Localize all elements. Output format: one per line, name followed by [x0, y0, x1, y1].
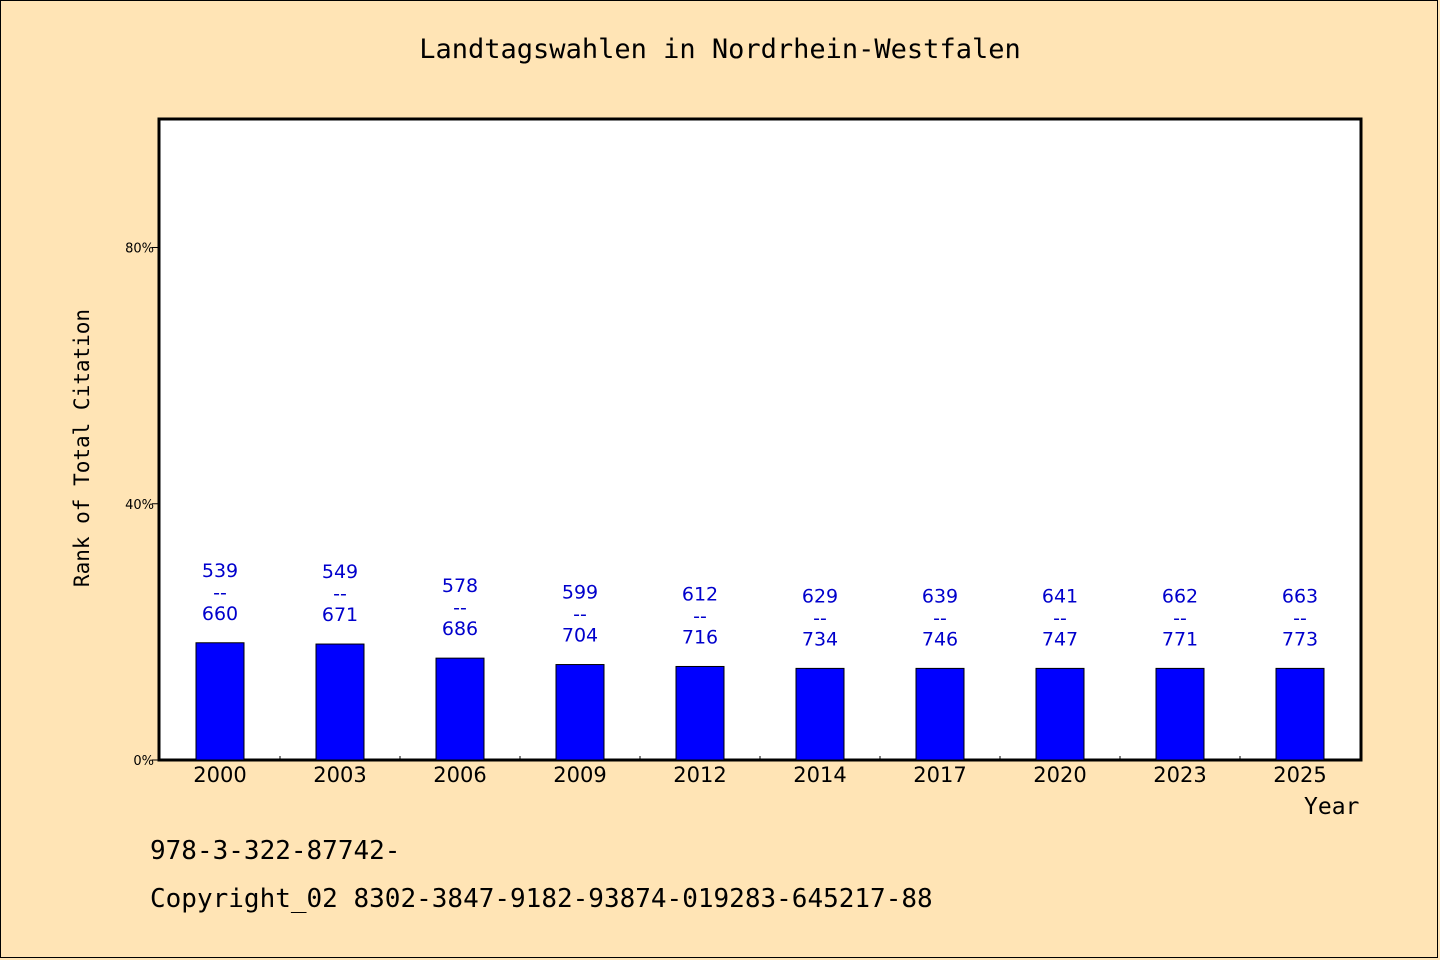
data-label-top: 662	[1162, 585, 1198, 607]
data-label-bottom: 704	[562, 625, 598, 647]
data-label-separator: --	[573, 604, 587, 626]
data-label-bottom: 660	[202, 603, 238, 625]
bars	[195, 642, 1325, 761]
data-label-top: 663	[1282, 585, 1318, 607]
x-tick-label: 2020	[1033, 763, 1086, 787]
y-tick-label: 0%	[133, 754, 154, 769]
y-tick-label: 80%	[125, 242, 154, 257]
data-label-top: 578	[442, 575, 478, 597]
data-label-separator: --	[693, 605, 707, 627]
bar	[675, 665, 725, 761]
x-tick-label: 2017	[913, 763, 966, 787]
data-label-bottom: 686	[442, 618, 478, 640]
data-label-top: 612	[682, 583, 718, 605]
data-label-bottom: 716	[682, 626, 718, 648]
isbn-text: 978-3-322-87742-	[150, 836, 401, 866]
bar	[315, 643, 365, 761]
bar	[1035, 667, 1085, 761]
bar	[1155, 667, 1205, 761]
data-label-separator: --	[213, 582, 227, 604]
data-label-bottom: 671	[322, 604, 358, 626]
data-label-top: 629	[802, 585, 838, 607]
data-label-top: 639	[922, 585, 958, 607]
x-axis-label: Year	[1304, 794, 1360, 820]
data-labels: 539--660549--671578--686599--704612--716…	[202, 560, 1318, 651]
data-label-separator: --	[933, 607, 947, 629]
data-label-top: 549	[322, 561, 358, 583]
x-tick-label: 2012	[673, 763, 726, 787]
data-label-separator: --	[813, 607, 827, 629]
x-tick-label: 2025	[1273, 763, 1326, 787]
bar	[795, 667, 845, 761]
data-label-bottom: 734	[802, 628, 838, 650]
data-label-separator: --	[1293, 607, 1307, 629]
bar	[195, 642, 245, 761]
x-axis-ticks: 2000 2003 2006 2009 2012 2014 2017 2020 2023 2025	[193, 756, 1327, 787]
bar	[555, 664, 605, 761]
chart-title: Landtagswahlen in Nordrhein-Westfalen	[419, 34, 1021, 65]
data-label-bottom: 773	[1282, 628, 1318, 650]
copyright-text: Copyright_02 8302-3847-9182-93874-019283…	[150, 884, 933, 914]
y-axis-ticks: 0% 40% 80%	[125, 242, 160, 769]
data-label-separator: --	[453, 597, 467, 619]
x-tick-label: 2009	[553, 763, 606, 787]
data-label-bottom: 747	[1042, 628, 1078, 650]
data-label-separator: --	[333, 583, 347, 605]
x-tick-label: 2000	[193, 763, 246, 787]
data-label-top: 641	[1042, 585, 1078, 607]
x-tick-label: 2006	[433, 763, 486, 787]
data-label-bottom: 771	[1162, 628, 1198, 650]
data-label-top: 599	[562, 582, 598, 604]
x-tick-label: 2003	[313, 763, 366, 787]
bar	[915, 667, 965, 761]
data-label-top: 539	[202, 560, 238, 582]
y-tick-label: 40%	[125, 498, 154, 513]
x-tick-label: 2014	[793, 763, 846, 787]
data-label-separator: --	[1053, 607, 1067, 629]
x-tick-label: 2023	[1153, 763, 1206, 787]
data-label-separator: --	[1173, 607, 1187, 629]
bar	[435, 657, 485, 761]
data-label-bottom: 746	[922, 628, 958, 650]
bar	[1275, 667, 1325, 761]
